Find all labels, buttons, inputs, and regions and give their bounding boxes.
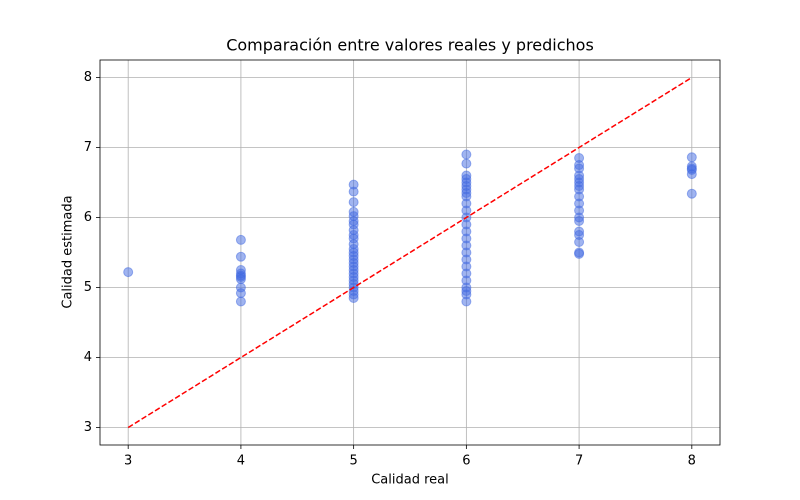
y-tick-label: 7 [84, 140, 92, 155]
scatter-point [461, 296, 472, 307]
x-tick-label: 7 [575, 454, 583, 469]
scatter-point [574, 248, 585, 259]
scatter-point [348, 186, 359, 197]
scatter-point [348, 197, 359, 208]
y-tick-label: 4 [84, 350, 92, 365]
y-tick-label: 3 [84, 420, 92, 435]
scatter-point [123, 267, 134, 278]
y-tick-label: 8 [84, 70, 92, 85]
y-tick-label: 6 [84, 210, 92, 225]
scatter-point [235, 274, 246, 285]
x-tick-label: 3 [124, 454, 132, 469]
scatter-point [235, 234, 246, 245]
plot-frame [99, 59, 721, 446]
y-axis-label: Calidad estimada [61, 195, 76, 308]
x-tick-label: 6 [462, 454, 470, 469]
scatter-point [235, 288, 246, 299]
scatter-point [235, 296, 246, 307]
scatter-point [348, 293, 359, 303]
x-axis-label: Calidad real [371, 473, 449, 488]
scatter-point [574, 216, 585, 226]
scatter-point [686, 169, 697, 180]
scatter-point [461, 149, 472, 160]
x-tick-label: 5 [349, 454, 357, 469]
x-tick-label: 4 [237, 454, 245, 469]
scatter-point [235, 251, 246, 262]
scatter-point [686, 152, 697, 163]
scatter-point [574, 237, 585, 247]
scatter-point [461, 158, 472, 169]
x-tick-label: 8 [688, 454, 696, 469]
chart-title: Comparación entre valores reales y predi… [226, 36, 594, 55]
y-tick-label: 5 [84, 280, 92, 295]
scatter-point [686, 188, 697, 199]
